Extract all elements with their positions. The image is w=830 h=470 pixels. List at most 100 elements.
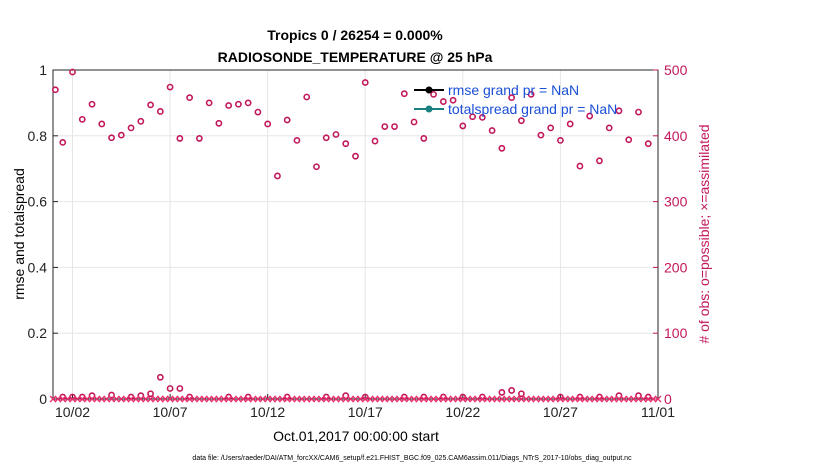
obs-possible-point: [98, 120, 106, 128]
obs-possible-point: [439, 98, 447, 105]
y-right-tick-label: 500: [664, 62, 688, 78]
y-left-tick-label: 0.8: [28, 128, 48, 144]
obs-possible-point: [352, 152, 359, 160]
legend-totalspread-label: totalspread grand pr = NaN: [448, 101, 617, 117]
legend-totalspread-marker: [425, 105, 433, 113]
obs-possible-point: [156, 373, 164, 381]
obs-possible-point: [469, 113, 476, 121]
y-left-tick-label: 1: [39, 62, 47, 78]
obs-possible-point: [381, 123, 389, 130]
y-left-axis-label: rmse and totalspread: [11, 168, 27, 300]
obs-possible-point: [322, 134, 330, 142]
obs-possible-point: [283, 116, 291, 124]
obs-possible-point: [176, 135, 184, 142]
obs-possible-point: [264, 120, 272, 128]
y-right-tick-label: 300: [664, 194, 688, 210]
x-tick-label: 11/01: [641, 404, 675, 420]
obs-possible-point: [51, 86, 59, 94]
plot-frame: [52, 69, 659, 400]
x-tick-label: 10/12: [250, 404, 285, 420]
obs-possible-point: [644, 140, 652, 148]
obs-possible-point: [635, 108, 642, 116]
y-right-axis-ticks: 0 100 200 300 400 500: [653, 62, 688, 407]
grid-lines: [53, 69, 659, 400]
obs-possible-point: [449, 96, 457, 104]
obs-possible-point: [391, 123, 398, 130]
x-axis-label: Oct.01,2017 00:00:00 start: [273, 428, 439, 444]
legend-rmse-marker: [425, 86, 433, 94]
obs-possible-point: [586, 112, 594, 120]
obs-possible-point: [410, 118, 418, 126]
obs-possible-point: [205, 99, 213, 107]
obs-possible-point: [235, 100, 242, 108]
legend: rmse grand pr = NaN totalspread grand pr…: [414, 82, 617, 117]
obs-possible-point: [88, 100, 96, 108]
y-right-tick-label: 100: [664, 325, 688, 341]
obs-possible-point: [215, 119, 223, 127]
obs-possible-point: [166, 83, 174, 91]
obs-possible-point: [303, 93, 311, 101]
obs-possible-point: [137, 117, 145, 125]
obs-possible-point: [361, 79, 369, 86]
legend-rmse-label: rmse grand pr = NaN: [448, 82, 579, 98]
obs-possible-point: [527, 90, 535, 98]
y-right-tick-label: 400: [664, 128, 688, 144]
obs-possible-point: [176, 385, 184, 392]
obs-possible-point: [605, 124, 613, 132]
obs-possible-point: [147, 390, 154, 398]
obs-possible-point: [517, 390, 525, 398]
y-left-tick-label: 0: [39, 391, 47, 407]
obs-possible-point: [371, 137, 379, 145]
obs-possible-point: [244, 99, 252, 107]
y-right-axis-label: # of obs: o=possible; ×=assimilated: [696, 124, 712, 343]
obs-possible-point: [108, 134, 115, 142]
obs-possible-point: [517, 117, 525, 125]
obs-possible-point: [156, 108, 164, 115]
obs-possible-point: [342, 140, 350, 148]
data-markers: [49, 68, 662, 403]
y-left-tick-label: 0.2: [28, 325, 48, 341]
obs-possible-point: [78, 115, 86, 123]
obs-possible-point: [59, 138, 67, 146]
footnote: data file: /Users/raeder/DAI/ATM_forcXX/…: [192, 455, 632, 462]
obs-assimilated-point: [654, 395, 662, 403]
x-axis-ticks: 10/02 10/07 10/12 10/17 10/22 10/27 11/01: [55, 394, 675, 420]
x-tick-label: 10/22: [445, 404, 480, 420]
obs-possible-point: [293, 137, 301, 144]
obs-possible-point: [166, 385, 174, 392]
obs-possible-point: [537, 131, 545, 139]
obs-possible-point: [430, 90, 437, 98]
obs-possible-point: [332, 131, 340, 138]
x-tick-label: 10/27: [543, 404, 578, 420]
obs-possible-point: [117, 131, 125, 139]
obs-possible-point: [498, 389, 506, 396]
obs-possible-point: [547, 124, 555, 132]
obs-possible-point: [508, 94, 516, 102]
y-right-tick-label: 200: [664, 259, 688, 275]
obs-possible-point: [313, 163, 320, 171]
obs-possible-point: [615, 107, 623, 115]
obs-possible-point: [596, 157, 603, 165]
x-tick-label: 10/07: [153, 404, 188, 420]
obs-possible-point: [186, 94, 194, 102]
obs-possible-point: [420, 135, 428, 142]
x-tick-label: 10/17: [348, 404, 383, 420]
obs-possible-point: [508, 387, 516, 394]
obs-possible-point: [147, 101, 154, 109]
obs-possible-point: [488, 127, 496, 134]
obs-possible-point: [225, 102, 233, 109]
y-left-tick-label: 0.6: [28, 194, 48, 210]
obs-possible-point: [254, 108, 262, 116]
obs-possible-point: [274, 172, 281, 180]
obs-possible-point: [459, 122, 467, 130]
obs-possible-point: [498, 144, 506, 152]
obs-possible-point: [69, 68, 76, 76]
obs-possible-point: [195, 135, 203, 142]
obs-possible-point: [400, 90, 408, 98]
obs-possible-point: [478, 113, 486, 121]
obs-possible-point: [127, 124, 135, 132]
y-right-tick-label: 0: [664, 391, 672, 407]
obs-possible-point: [557, 137, 564, 144]
chart-title-line2: RADIOSONDE_TEMPERATURE @ 25 hPa: [218, 49, 493, 65]
